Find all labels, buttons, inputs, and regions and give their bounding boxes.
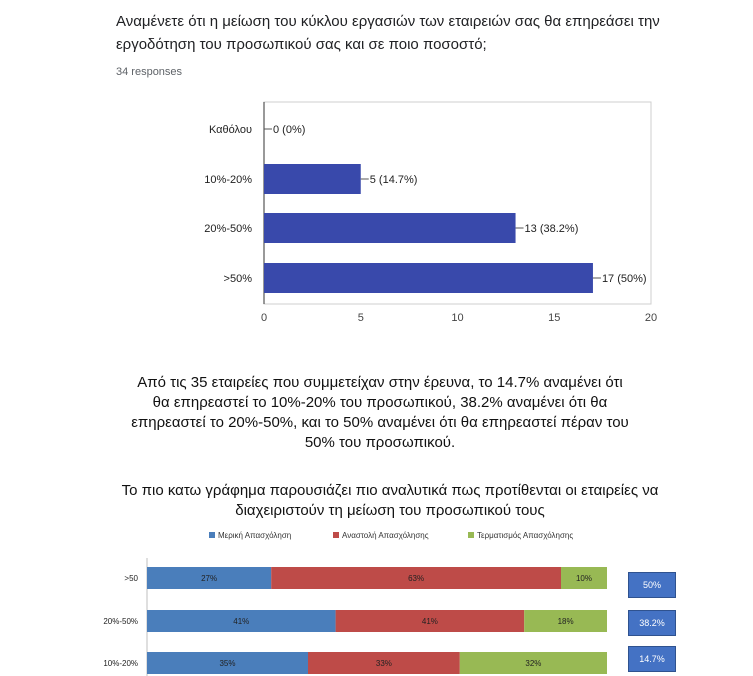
x-tick-label: 0: [261, 312, 267, 324]
summary-paragraph: Από τις 35 εταιρείες που συμμετείχαν στη…: [131, 374, 629, 451]
stacked-segment: [459, 652, 607, 674]
stacked-segment: [147, 652, 308, 674]
stacked-segment: [147, 610, 336, 632]
x-tick-label: 15: [548, 312, 560, 324]
question-title: Αναμένετε ότι η μείωση του κύκλου εργασι…: [116, 13, 660, 53]
chart-staff-reduction-management: Μερική Απασχόληση Αναστολή Απασχόλησης Τερ…: [103, 531, 607, 676]
segment-label: 33%: [376, 659, 392, 668]
category-label: >50%: [224, 273, 253, 285]
stacked-segment: [561, 567, 607, 589]
legend-label: Αναστολή Απασχόλησης: [342, 531, 429, 540]
x-tick-label: 10: [451, 312, 463, 324]
data-label: 13 (38.2%): [525, 223, 579, 235]
segment-label: 41%: [422, 617, 438, 626]
legend-swatch: [209, 532, 215, 538]
segment-label: 27%: [201, 574, 217, 583]
intro-paragraph: Το πιο κατω γράφημα παρουσιάζει πιο αναλ…: [121, 482, 659, 519]
bar: [264, 164, 361, 194]
percentage-box: 38.2%: [628, 610, 676, 636]
response-count: 34 responses: [116, 66, 183, 78]
category-label: 10%-20%: [103, 659, 138, 668]
category-label: >50: [124, 574, 138, 583]
legend-swatch: [468, 532, 474, 538]
chart-employment-impact: Καθόλου 0 (0%) 10%-20% 5 (14.7%) 20%-50% 13 (…: [204, 101, 657, 324]
segment-label: 32%: [525, 659, 541, 668]
stacked-segment: [271, 567, 561, 589]
data-label: 5 (14.7%): [370, 174, 418, 186]
category-label: Καθόλου: [209, 124, 252, 136]
bar: [264, 263, 593, 293]
legend-label: Τερματισμός Απασχόλησης: [477, 531, 573, 540]
category-label: 10%-20%: [204, 174, 252, 186]
legend-swatch: [333, 532, 339, 538]
x-tick-label: 20: [645, 312, 657, 324]
stacked-segment: [308, 652, 460, 674]
percentage-box: 14.7%: [628, 646, 676, 672]
segment-label: 18%: [558, 617, 574, 626]
stacked-segment: [335, 610, 525, 632]
data-label: 0 (0%): [273, 124, 305, 136]
percentage-box: 50%: [628, 572, 676, 598]
stacked-segment: [524, 610, 607, 632]
stacked-segment: [147, 567, 272, 589]
bar: [264, 213, 516, 243]
segment-label: 41%: [233, 617, 249, 626]
category-label: 20%-50%: [103, 617, 138, 626]
x-tick-label: 5: [358, 312, 364, 324]
segment-label: 63%: [408, 574, 424, 583]
data-label: 17 (50%): [602, 273, 647, 285]
legend-label: Μερική Απασχόληση: [218, 531, 291, 540]
segment-label: 35%: [219, 659, 235, 668]
category-label: 20%-50%: [204, 223, 252, 235]
segment-label: 10%: [576, 574, 592, 583]
